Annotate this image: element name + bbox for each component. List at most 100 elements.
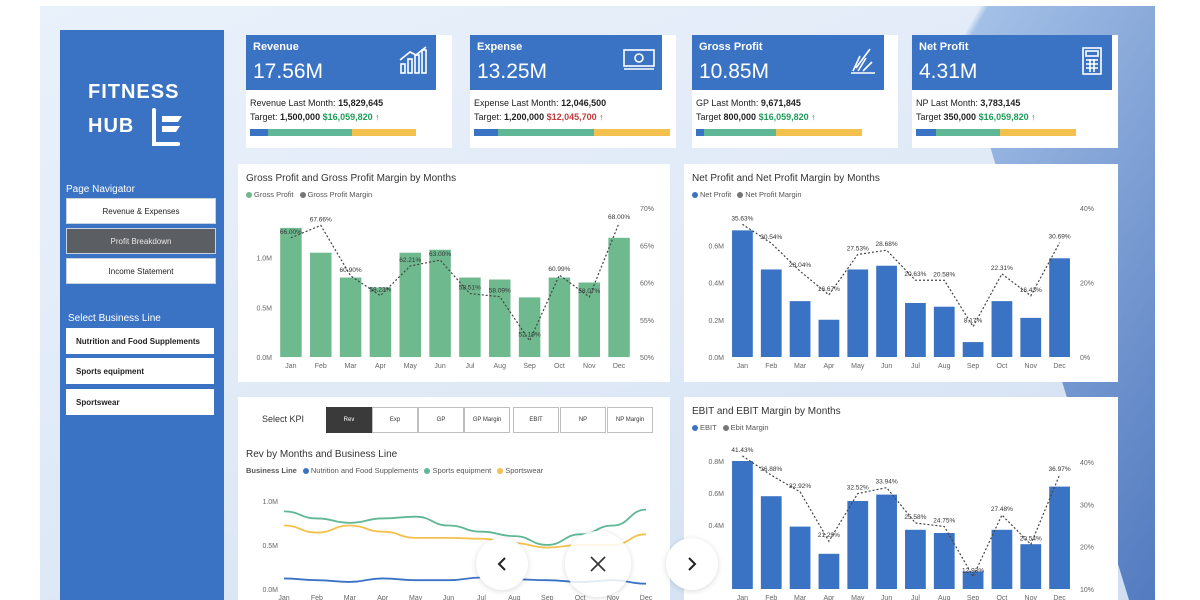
kpi-tab-np-margin[interactable]: NP Margin [607, 407, 653, 433]
data-label: 16.43% [1020, 287, 1042, 294]
y-tick-label: 0.0M [262, 587, 278, 594]
bar [732, 461, 753, 589]
card-value: 13.25M [477, 60, 548, 83]
bar [369, 287, 392, 357]
x-tick-label: Jul [477, 595, 486, 600]
bar [962, 571, 984, 589]
data-label: 41.43% [731, 447, 753, 454]
business-line-nutrition-button[interactable]: Nutrition and Food Supplements [66, 328, 214, 354]
x-tick-label: Apr [823, 363, 835, 370]
card-progress-bar [696, 129, 862, 136]
x-tick-label: Aug [494, 363, 507, 370]
card-target: Target: 1,500,000 $16,059,820 ↑ [250, 112, 380, 122]
bar [280, 227, 302, 357]
close-button[interactable] [565, 531, 631, 597]
legend-title: Business Line [246, 466, 297, 475]
x-tick-label: May [409, 595, 423, 600]
x-tick-label: Apr [375, 363, 387, 370]
x-tick-label: Jun [434, 363, 445, 370]
data-label: 12.93% [962, 568, 984, 575]
card-last-month: NP Last Month: 3,783,145 [916, 98, 1021, 108]
legend-item: Ebit Margin [722, 423, 769, 432]
data-label: 20.58% [933, 271, 955, 278]
bar [818, 553, 840, 589]
bar [548, 277, 571, 357]
kpi-tab-ebit[interactable]: EBIT [513, 407, 559, 433]
next-button[interactable] [666, 538, 718, 590]
bar [578, 282, 600, 357]
bar [1020, 317, 1042, 357]
business-line-equipment-button[interactable]: Sports equipment [66, 358, 214, 384]
data-label: 27.53% [847, 245, 869, 252]
kpi-tab-rev[interactable]: Rev [326, 407, 372, 433]
data-label: 58.09% [489, 288, 511, 295]
y-tick-label: 0.5M [262, 543, 278, 550]
card-last-month: Expense Last Month: 12,046,500 [474, 98, 607, 108]
bar [933, 306, 955, 357]
data-label: 66.00% [280, 229, 302, 236]
nav-revenue-expenses-button[interactable]: Revenue & Expenses [66, 198, 216, 224]
brand-line2: HUB [88, 115, 135, 137]
card-progress-bar [474, 129, 670, 136]
x-tick-label: Jul [911, 363, 920, 370]
bar [847, 269, 869, 357]
data-label: 36.88% [760, 466, 782, 473]
nav-profit-breakdown-button[interactable]: Profit Breakdown [66, 228, 216, 254]
bar [847, 501, 869, 589]
select-kpi-label: Select KPI [262, 414, 305, 424]
x-tick-label: Jun [443, 595, 454, 600]
chart-legend: Net Profit Net Profit Margin [692, 190, 802, 199]
x-tick-label: Aug [938, 595, 951, 600]
business-line-sportswear-button[interactable]: Sportswear [66, 389, 214, 415]
data-label: 32.52% [847, 485, 869, 492]
x-tick-label: Sep [967, 595, 980, 600]
x-tick-label: Nov [1025, 595, 1038, 600]
chart-title: Rev by Months and Business Line [246, 449, 398, 460]
previous-button[interactable] [476, 538, 528, 590]
kpi-tab-gp[interactable]: GP [418, 407, 464, 433]
card-title: Expense [477, 41, 523, 53]
y-tick-label: 0.6M [708, 243, 724, 250]
x-tick-label: Sep [967, 363, 980, 370]
kpi-tab-exp[interactable]: Exp [372, 407, 418, 433]
chevron-right-icon [688, 557, 697, 571]
data-label: 36.97% [1049, 466, 1071, 473]
x-tick-label: Jul [465, 363, 474, 370]
bar [789, 301, 811, 357]
card-value: 4.31M [919, 60, 978, 83]
data-label: 58.23% [369, 287, 391, 294]
y2-tick-label: 55% [640, 318, 654, 325]
y-tick-label: 0.4M [708, 281, 724, 288]
legend-item: Net Profit Margin [737, 190, 802, 199]
bar [818, 319, 840, 357]
brand-logo: FITNESS HUB [88, 75, 179, 143]
data-label: 58.51% [459, 285, 481, 292]
data-label: 22.31% [991, 265, 1013, 272]
legend-item: Sportswear [497, 466, 543, 475]
y2-tick-label: 50% [640, 355, 654, 362]
x-tick-label: May [404, 363, 418, 370]
card-target: Target 800,000 $16,059,820 ↑ [696, 112, 816, 122]
x-tick-label: May [851, 363, 865, 370]
bar [1020, 544, 1042, 589]
nav-income-statement-button[interactable]: Income Statement [66, 258, 216, 284]
y-tick-label: 0.4M [708, 523, 724, 530]
bar [789, 526, 811, 589]
kpi-tab-gp-margin[interactable]: GP Margin [464, 407, 510, 433]
x-tick-label: Feb [765, 363, 777, 370]
data-label: 52.19% [519, 332, 541, 339]
margin-line [290, 222, 620, 342]
legend-item: Net Profit [692, 190, 731, 199]
bar [518, 297, 541, 357]
x-tick-label: Mar [794, 595, 807, 600]
x-tick-label: Mar [345, 363, 358, 370]
card-header: Net Profit 4.31M [912, 35, 1112, 90]
data-label: 32.92% [789, 483, 811, 490]
bar [1049, 486, 1070, 589]
x-tick-label: Oct [554, 363, 565, 370]
bar [991, 529, 1013, 589]
data-label: 33.94% [876, 479, 898, 486]
kpi-tab-np[interactable]: NP [560, 407, 606, 433]
x-tick-label: Jan [278, 595, 289, 600]
x-tick-label: Apr [823, 595, 835, 600]
